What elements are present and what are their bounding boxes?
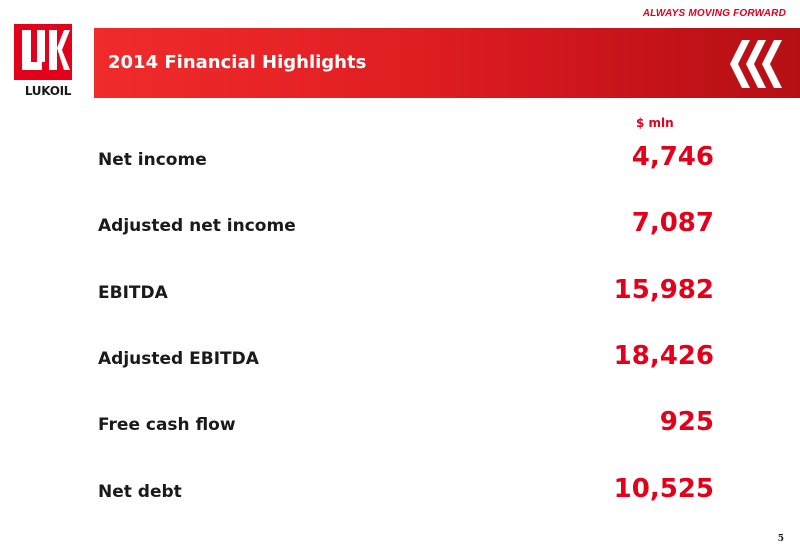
metric-value: 10,525 bbox=[613, 474, 714, 504]
metric-label: Free cash flow bbox=[98, 415, 236, 435]
metric-label: Adjusted net income bbox=[98, 216, 296, 236]
header-banner: 2014 Financial Highlights bbox=[94, 28, 800, 98]
metric-value: 18,426 bbox=[613, 341, 714, 371]
lukoil-logo-icon bbox=[14, 24, 72, 80]
metric-row: Free cash flow 925 bbox=[0, 407, 800, 453]
metric-row: Adjusted net income 7,087 bbox=[0, 208, 800, 254]
metric-value: 4,746 bbox=[631, 142, 714, 172]
page-title: 2014 Financial Highlights bbox=[108, 52, 367, 73]
metric-value: 15,982 bbox=[613, 275, 714, 305]
metric-value: 7,087 bbox=[631, 208, 714, 238]
logo-wordmark: LUKOIL bbox=[24, 84, 72, 98]
metric-label: Net debt bbox=[98, 482, 182, 502]
metric-row: Net debt 10,525 bbox=[0, 474, 800, 520]
metric-label: EBITDA bbox=[98, 283, 168, 303]
lukoil-logo: LUKOIL bbox=[12, 22, 84, 100]
chevrons-icon bbox=[730, 40, 782, 88]
metric-value: 925 bbox=[659, 407, 714, 437]
unit-label: $ mln bbox=[636, 116, 674, 130]
metric-row: Adjusted EBITDA 18,426 bbox=[0, 341, 800, 387]
metric-label: Adjusted EBITDA bbox=[98, 349, 259, 369]
metric-row: Net income 4,746 bbox=[0, 142, 800, 188]
page-number: 5 bbox=[777, 534, 784, 544]
metric-row: EBITDA 15,982 bbox=[0, 275, 800, 321]
metric-label: Net income bbox=[98, 150, 207, 170]
tagline: ALWAYS MOVING FORWARD bbox=[642, 8, 786, 19]
